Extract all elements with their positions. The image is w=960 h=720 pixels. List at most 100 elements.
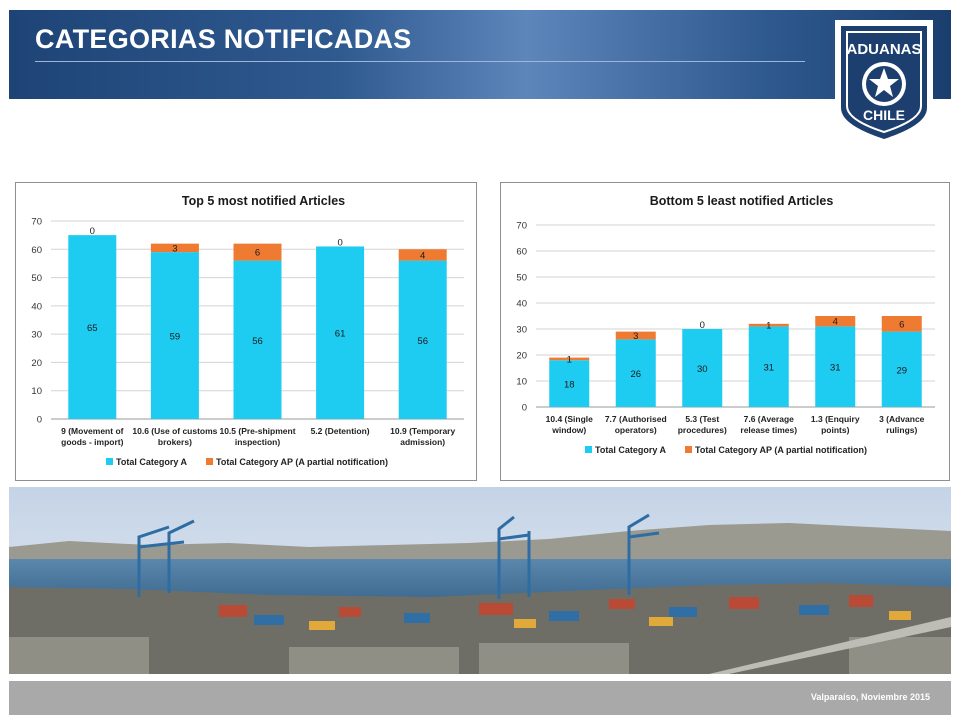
chart-title: Top 5 most notified Articles	[182, 194, 345, 208]
y-tick-label: 40	[516, 299, 527, 310]
legend-label: Total Category A	[116, 457, 188, 467]
x-tick-label: 3 (Advance	[879, 414, 925, 424]
bar-category-ap	[748, 323, 789, 327]
top-5-chart-panel: Top 5 most notified Articles 0 10 20 30 40 50 6…	[15, 182, 477, 481]
x-tick-label: 5.3 (Test	[685, 414, 719, 424]
legend-swatch	[685, 446, 692, 453]
bar-category-a	[150, 252, 199, 419]
bar-category-a	[549, 360, 590, 407]
x-tick-label: operators)	[615, 425, 657, 435]
data-label-category-ap: 1	[567, 354, 572, 365]
aduanas-chile-logo-icon: ADUANAS CHILE	[835, 20, 933, 146]
data-label-category-a: 31	[763, 363, 774, 374]
bar-category-a	[316, 246, 365, 419]
bar-category-ap	[150, 243, 199, 253]
bar-category-a	[815, 326, 856, 407]
x-tick-label: 7.7 (Authorised	[605, 414, 667, 424]
bottom-5-chart: Bottom 5 least notified Articles01020304…	[516, 194, 935, 455]
y-tick-label: 30	[31, 330, 42, 341]
y-tick-label: 60	[31, 245, 42, 256]
x-tick-label: rulings)	[886, 425, 917, 435]
legend-label: Total Category AP (A partial notificatio…	[695, 445, 867, 455]
data-label-category-a: 30	[697, 364, 708, 375]
y-tick-label: 0	[37, 415, 42, 426]
data-label-category-ap: 4	[833, 317, 838, 328]
x-tick-label: 10.4 (Single	[546, 414, 594, 424]
data-label-category-ap: 3	[633, 331, 638, 342]
data-label-category-a: 26	[630, 369, 641, 380]
data-label-category-ap: 0	[337, 237, 342, 248]
data-label-category-ap: 3	[172, 243, 177, 254]
logo-bottom-text: CHILE	[863, 107, 905, 123]
x-tick-label: admission)	[400, 437, 445, 447]
x-tick-label: brokers)	[158, 437, 192, 447]
y-tick-label: 10	[31, 386, 42, 397]
logo-top-text: ADUANAS	[847, 41, 922, 58]
bar-category-ap	[815, 316, 856, 327]
footer-bar: Valparaíso, Noviembre 2015	[9, 681, 951, 715]
data-label-category-a: 31	[830, 363, 841, 374]
y-tick-label: 50	[31, 273, 42, 284]
bar-category-ap	[233, 243, 282, 261]
bar-category-ap	[615, 331, 656, 340]
bar-category-ap	[398, 249, 447, 261]
legend-label: Total Category A	[595, 445, 667, 455]
bottom-5-chart-panel: Bottom 5 least notified Articles 0 10 20 30 4…	[500, 182, 950, 481]
data-label-category-ap: 6	[899, 319, 904, 330]
x-tick-label: procedures)	[678, 425, 727, 435]
bar-category-a	[233, 260, 282, 419]
x-tick-label: inspection)	[235, 437, 281, 447]
data-label-category-ap: 6	[255, 248, 260, 259]
x-tick-label: window)	[551, 425, 586, 435]
x-tick-label: 5.2 (Detention)	[311, 426, 370, 436]
x-tick-label: 10.6 (Use of customs	[132, 426, 217, 436]
x-tick-label: 1.3 (Enquiry	[811, 414, 860, 424]
x-tick-label: goods - import)	[61, 437, 123, 447]
data-label-category-ap: 1	[766, 321, 771, 332]
x-tick-label: 10.9 (Temporary	[390, 426, 455, 436]
title-underline	[35, 61, 805, 62]
header-banner: CATEGORIAS NOTIFICADAS ADUANAS CHILE	[9, 10, 951, 146]
data-label-category-a: 56	[252, 336, 263, 347]
y-tick-label: 50	[516, 273, 527, 284]
x-tick-label: points)	[821, 425, 849, 435]
legend-swatch	[206, 458, 213, 465]
bar-category-a	[68, 235, 117, 419]
data-label-category-a: 59	[170, 332, 181, 343]
data-label-category-a: 65	[87, 323, 98, 334]
y-tick-label: 60	[516, 247, 527, 258]
legend-swatch	[585, 446, 592, 453]
x-tick-label: 9 (Movement of	[61, 426, 124, 436]
y-tick-label: 10	[516, 377, 527, 388]
top-5-chart: Top 5 most notified Articles010203040506…	[31, 194, 464, 467]
y-tick-label: 40	[31, 301, 42, 312]
page-title: CATEGORIAS NOTIFICADAS	[35, 24, 412, 54]
legend-swatch	[106, 458, 113, 465]
y-tick-label: 20	[516, 351, 527, 362]
y-tick-label: 30	[516, 325, 527, 336]
bar-category-a	[615, 339, 656, 407]
data-label-category-a: 56	[417, 336, 428, 347]
port-panorama-image	[9, 487, 951, 674]
footer-caption: Valparaíso, Noviembre 2015	[810, 692, 930, 702]
bar-category-ap	[549, 357, 590, 361]
bar-category-a	[398, 260, 447, 419]
bar-category-ap	[881, 316, 922, 332]
bar-category-a	[682, 329, 723, 407]
y-tick-label: 0	[522, 403, 527, 414]
y-tick-label: 70	[516, 221, 527, 232]
y-tick-label: 20	[31, 358, 42, 369]
x-tick-label: release times)	[740, 425, 797, 435]
data-label-category-a: 18	[564, 380, 575, 391]
data-label-category-a: 61	[335, 329, 346, 340]
data-label-category-ap: 0	[700, 320, 705, 331]
data-label-category-ap: 4	[420, 250, 425, 261]
data-label-category-a: 29	[896, 365, 907, 376]
x-tick-label: 10.5 (Pre-shipment	[219, 426, 295, 436]
data-label-category-ap: 0	[90, 226, 95, 237]
y-tick-label: 70	[31, 217, 42, 228]
bar-category-a	[748, 326, 789, 407]
x-tick-label: 7.6 (Average	[744, 414, 795, 424]
bar-category-a	[881, 331, 922, 407]
legend-label: Total Category AP (A partial notificatio…	[216, 457, 388, 467]
